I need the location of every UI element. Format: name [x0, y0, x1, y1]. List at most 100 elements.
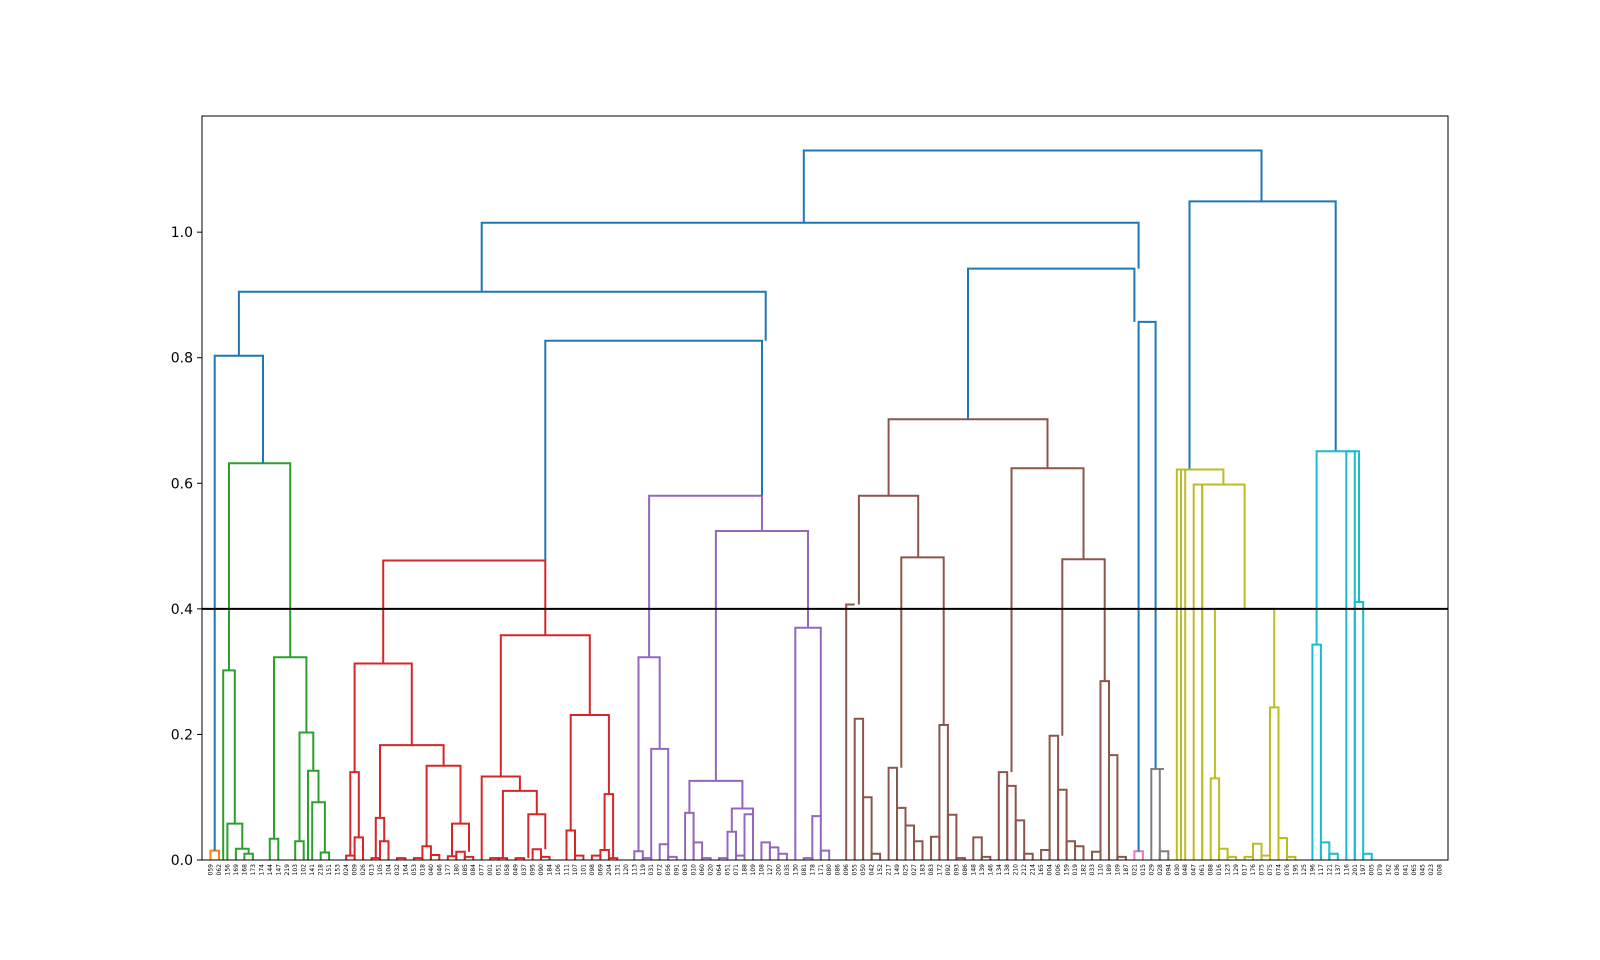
dendrogram-link-brown — [870, 852, 882, 860]
leaf-label: 137 — [1335, 864, 1342, 876]
leaf-label: 178 — [809, 864, 816, 876]
dendrogram-link-brown — [862, 796, 873, 860]
leaf-label: 172 — [936, 864, 943, 876]
leaf-label: 217 — [886, 864, 893, 876]
dendrogram-link-blue — [237, 290, 767, 356]
dendrogram-link-olive — [1260, 854, 1271, 860]
dendrogram-link-brown — [1014, 819, 1026, 860]
dendrogram-link-blue — [1137, 320, 1157, 852]
y-axis-ticks: 0.0 0.2 0.4 0.6 0.8 1.0 — [171, 225, 202, 869]
dendrogram-link-red — [353, 662, 413, 773]
dendrogram-link-red — [590, 854, 602, 860]
leaf-label: 164 — [402, 864, 409, 876]
leaf-label: 146 — [987, 864, 994, 876]
dendrogram-link-purple — [819, 849, 831, 860]
leaf-label: 120 — [623, 864, 630, 876]
leaf-label: 081 — [801, 864, 808, 876]
dendrogram-link-purple — [811, 815, 822, 860]
leaf-label: 069 — [597, 864, 604, 876]
leaf-label: 001 — [487, 864, 494, 876]
dendrogram-link-purple — [684, 811, 695, 860]
leaf-label: 046 — [436, 864, 443, 876]
leaf-label: 171 — [818, 864, 825, 876]
leaf-label: 077 — [479, 864, 486, 876]
dendrogram-link-cyan — [1345, 450, 1356, 860]
leaf-label: 053 — [411, 864, 418, 876]
dendrogram-link-red — [463, 855, 475, 860]
leaf-label: 031 — [648, 864, 655, 876]
dendrogram-link-brown — [955, 857, 966, 860]
dendrogram-link-orange — [209, 849, 220, 860]
dendrogram-link-brown — [900, 556, 945, 768]
dendrogram-link-blue — [1188, 200, 1337, 470]
leaf-label: 042 — [869, 864, 876, 876]
leaf-label: 062 — [216, 864, 223, 876]
dendrogram-link-brown — [1048, 734, 1060, 860]
leaf-label: 061 — [1199, 864, 1206, 876]
dendrogram-link-purple — [714, 530, 809, 781]
leaf-label: 032 — [394, 864, 401, 876]
leaf-label: 218 — [318, 864, 325, 876]
leaf-label: 088 — [1208, 864, 1215, 876]
dendrogram-link-green — [222, 669, 236, 860]
leaf-label: 101 — [580, 864, 587, 876]
leaf-label: 090 — [538, 864, 545, 876]
leaf-label: 064 — [716, 864, 723, 876]
leaf-label: 103 — [292, 864, 299, 876]
dendrogram-link-olive — [1286, 855, 1297, 860]
dendrogram-link-red — [565, 829, 576, 860]
leaf-label: 072 — [657, 864, 664, 876]
leaf-label: 094 — [1165, 864, 1172, 876]
leaf-label: 131 — [614, 864, 621, 876]
leaf-label: 102 — [301, 864, 308, 876]
leaf-label: 041 — [1403, 864, 1410, 876]
leaf-label: 096 — [843, 864, 850, 876]
dendrogram-link-olive — [1269, 706, 1280, 860]
leaf-label: 033 — [1089, 864, 1096, 876]
leaf-label: 123 — [1225, 864, 1232, 876]
leaf-label: 075 — [1267, 864, 1274, 876]
leaf-label: 065 — [1411, 864, 1418, 876]
dendrogram-link-green — [311, 801, 326, 860]
leaf-label: 173 — [250, 864, 257, 876]
leaf-label: 030 — [1174, 864, 1181, 876]
leaf-label: 051 — [725, 864, 732, 876]
dendrogram-link-olive — [1201, 483, 1246, 860]
dendrogram-link-blue — [213, 354, 264, 851]
dendrogram-link-blue — [544, 339, 763, 561]
leaf-label: 086 — [962, 864, 969, 876]
dendrogram-link-brown — [904, 824, 915, 860]
leaf-label: 098 — [589, 864, 596, 876]
leaf-label: 168 — [241, 864, 248, 876]
leaf-label: 106 — [555, 864, 562, 876]
leaf-label: 111 — [564, 864, 571, 876]
leaf-label: 149 — [894, 864, 901, 876]
dendrogram-link-red — [421, 845, 432, 860]
leaf-label: 129 — [1233, 864, 1240, 876]
leaf-label: 045 — [1420, 864, 1427, 876]
leaf-label: 029 — [1148, 864, 1155, 876]
leaf-label: 021 — [1131, 864, 1138, 876]
leaf-label: 210 — [1013, 864, 1020, 876]
y-tick-label: 0.6 — [171, 476, 193, 492]
dendrogram-link-purple — [633, 850, 644, 860]
axes-frame — [201, 115, 1449, 861]
leaf-label: 019 — [1072, 864, 1079, 876]
dendrogram-link-red — [480, 775, 521, 860]
leaf-label: 169 — [233, 864, 240, 876]
dendrogram-link-brown — [1065, 840, 1076, 860]
dendrogram-link-purple — [637, 656, 661, 852]
leaf-label: 141 — [309, 864, 316, 876]
dendrogram-link-brown — [853, 717, 865, 860]
dendrogram-link-cyan — [1362, 852, 1373, 860]
leaf-label: 080 — [826, 864, 833, 876]
leaf-label: 017 — [1242, 864, 1249, 876]
leaf-label: 116 — [1343, 864, 1350, 876]
leaf-label: 079 — [1377, 864, 1384, 876]
dendrogram-link-purple — [768, 846, 780, 860]
leaf-label: 134 — [996, 864, 1003, 876]
leaf-label: 201 — [1352, 864, 1359, 876]
leaf-label: 016 — [1216, 864, 1223, 876]
